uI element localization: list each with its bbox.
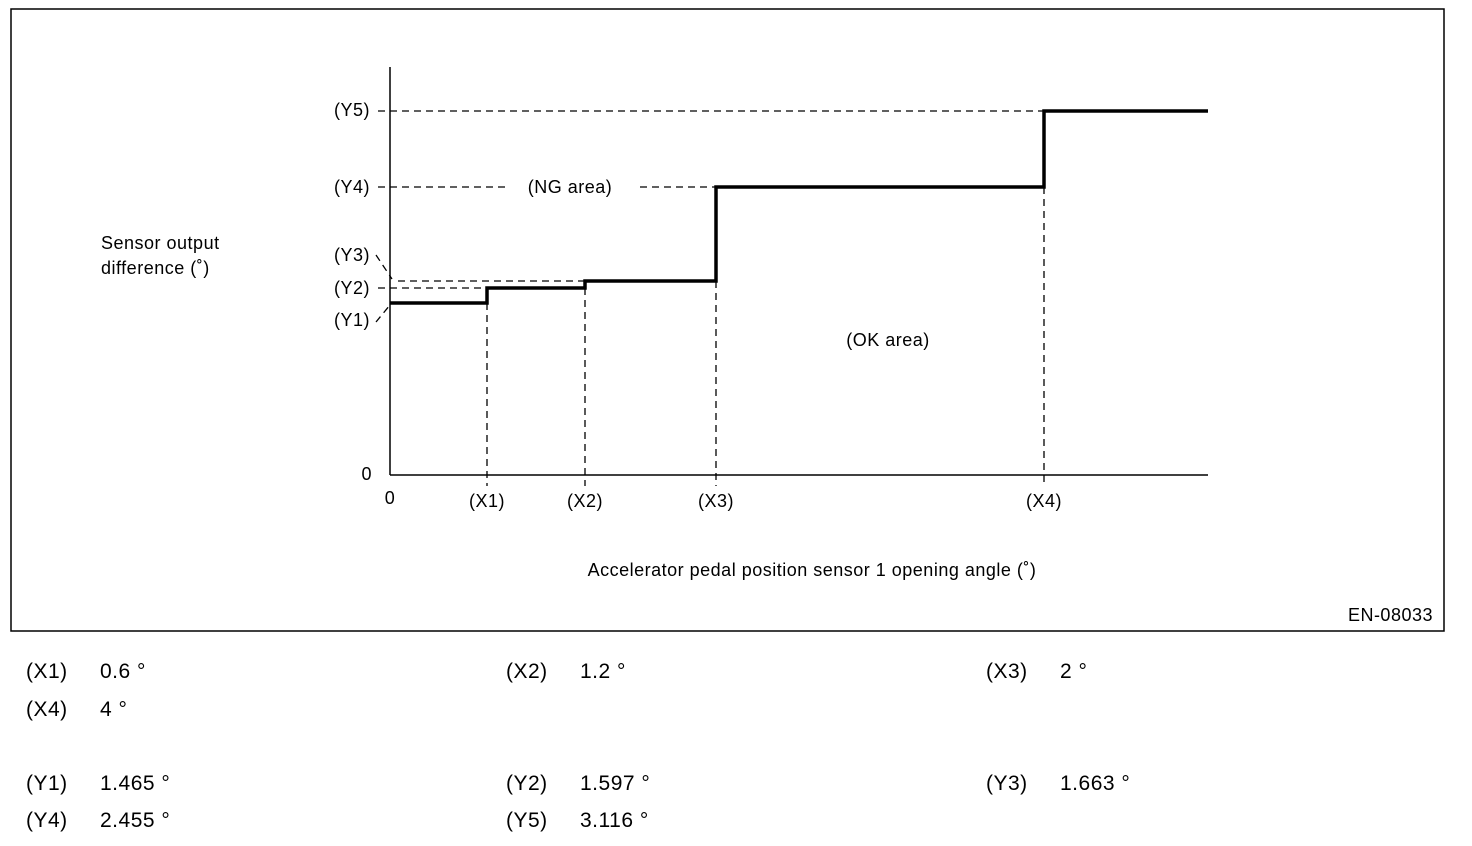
y-origin-label: 0: [361, 464, 372, 484]
y-tick-label: (Y3): [334, 245, 370, 265]
legend-key: (X4): [26, 698, 68, 721]
x-origin-label: 0: [385, 488, 396, 508]
legend-value: 3.116 °: [580, 809, 649, 832]
legend-key: (Y2): [506, 772, 548, 795]
legend-value: 1.597 °: [580, 772, 651, 795]
x-guides: [486, 187, 1045, 486]
legend-key: (Y1): [26, 772, 68, 795]
legend-value: 2.455 °: [100, 809, 171, 832]
legend-value: 4 °: [100, 698, 128, 721]
x-tick-label: (X2): [567, 491, 603, 511]
frame: [10, 8, 1445, 632]
y-tick-label: (Y4): [334, 177, 370, 197]
legend-value: 1.663 °: [1060, 772, 1131, 795]
legend-key: (X2): [506, 660, 548, 683]
y-tick-label: (Y1): [334, 310, 370, 330]
x-tick-label: (X4): [1026, 491, 1062, 511]
legend-value: 1.2 °: [580, 660, 626, 683]
figure-id: EN-08033: [1348, 605, 1433, 625]
y1-guide: [375, 304, 391, 323]
legend-value: 1.465 °: [100, 772, 171, 795]
legend-key: (X1): [26, 660, 68, 683]
y-tick-label: (Y5): [334, 100, 370, 120]
legend-value: 0.6 °: [100, 660, 146, 683]
legend-key: (Y5): [506, 809, 548, 832]
region-label: (OK area): [846, 330, 930, 350]
y3-guide: [375, 254, 585, 282]
x-axis-label: Accelerator pedal position sensor 1 open…: [588, 560, 1037, 580]
region-label: (NG area): [528, 177, 613, 197]
y-tick-label: (Y2): [334, 278, 370, 298]
legend-value: 2 °: [1060, 660, 1088, 683]
x-tick-label: (X1): [469, 491, 505, 511]
legend-key: (Y4): [26, 809, 68, 832]
x-tick-label: (X3): [698, 491, 734, 511]
legend-key: (Y3): [986, 772, 1028, 795]
guide-lines: [375, 110, 1045, 486]
diagram: Sensor output difference (˚) (Y5) (Y4) (…: [10, 8, 1445, 632]
legend-key: (X3): [986, 660, 1028, 683]
threshold-line: [390, 109, 1208, 305]
y-axis-label: difference (˚): [101, 258, 210, 278]
y-axis-label: Sensor output: [101, 233, 220, 253]
